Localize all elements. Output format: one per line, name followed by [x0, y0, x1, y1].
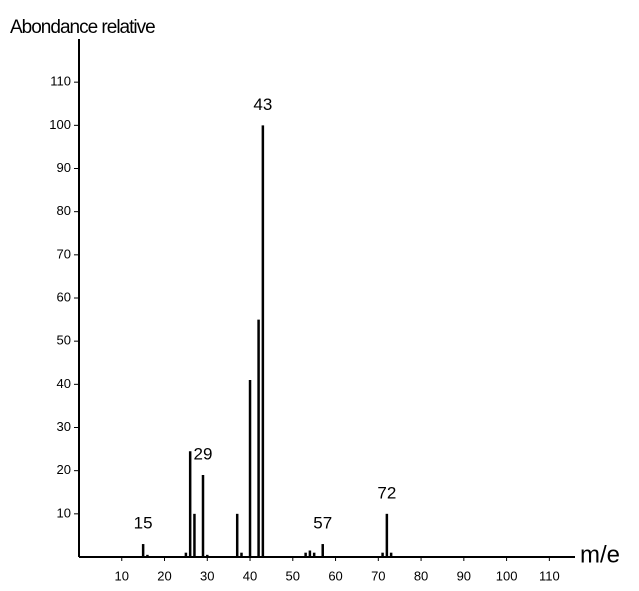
- peak-label: 29: [194, 444, 213, 463]
- y-tick-label: 100: [49, 117, 71, 132]
- x-tick-label: 30: [200, 568, 214, 583]
- x-tick-label: 70: [371, 568, 385, 583]
- peak-label: 72: [377, 483, 396, 502]
- y-tick-label: 90: [57, 160, 71, 175]
- x-tick-label: 10: [115, 568, 129, 583]
- x-tick-label: 80: [414, 568, 428, 583]
- x-axis-label: m/e: [580, 541, 620, 568]
- x-tick-label: 90: [457, 568, 471, 583]
- y-tick-label: 80: [57, 203, 71, 218]
- x-tick-label: 60: [328, 568, 342, 583]
- x-tick-label: 50: [286, 568, 300, 583]
- y-tick-label: 60: [57, 289, 71, 304]
- y-tick-label: 30: [57, 419, 71, 434]
- peak-label: 57: [313, 514, 332, 533]
- y-tick-label: 20: [57, 462, 71, 477]
- y-tick-label: 50: [57, 333, 71, 348]
- y-tick-label: 110: [50, 74, 71, 89]
- y-axis-label: Abondance relative: [10, 17, 155, 38]
- x-tick-label: 110: [539, 568, 560, 583]
- x-tick-label: 40: [243, 568, 257, 583]
- x-tick-label: 100: [496, 568, 518, 583]
- y-tick-label: 40: [57, 376, 71, 391]
- peak-label: 15: [134, 514, 153, 533]
- y-tick-label: 10: [57, 505, 71, 520]
- y-tick-label: 70: [57, 246, 71, 261]
- x-tick-label: 20: [157, 568, 171, 583]
- peak-label: 43: [253, 95, 272, 114]
